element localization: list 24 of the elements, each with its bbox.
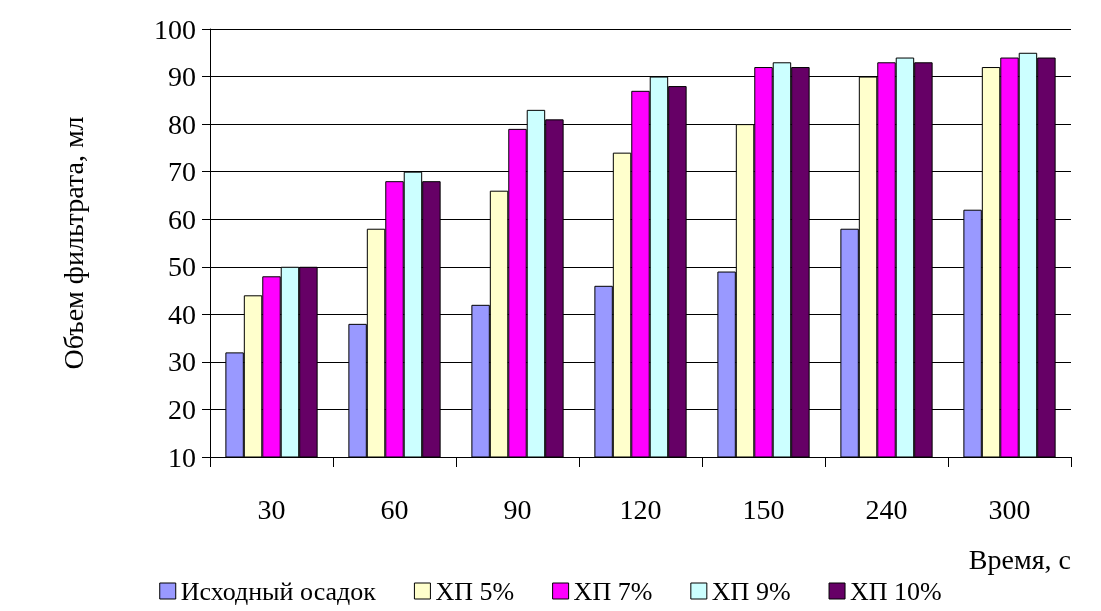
y-tick-label: 80: [168, 108, 196, 140]
y-tick-label: 20: [168, 393, 196, 425]
y-tick-label: 10: [168, 441, 196, 473]
x-tick-label: 30: [257, 493, 286, 525]
y-tick-label: 50: [168, 251, 196, 283]
legend-label: Исходный осадок: [180, 576, 377, 606]
legend-label: ХП 9%: [711, 576, 791, 606]
y-axis-title: Объем фильтрата, мл: [57, 116, 89, 370]
x-axis-title: Время, с: [968, 543, 1071, 575]
legend-label: ХП 5%: [435, 576, 515, 606]
y-tick-label: 30: [168, 346, 196, 378]
legend-label: ХП 7%: [573, 576, 653, 606]
x-tick-label: 150: [742, 493, 785, 525]
y-tick-label: 40: [168, 298, 196, 330]
y-tick-label: 90: [168, 61, 196, 93]
y-tick-label: 70: [168, 156, 196, 188]
x-tick-label: 300: [988, 493, 1031, 525]
y-tick-label: 60: [168, 203, 196, 235]
x-tick-label: 240: [865, 493, 908, 525]
legend-label: ХП 10%: [850, 576, 942, 606]
y-tick-label: 100: [154, 13, 196, 45]
x-tick-label: 90: [503, 493, 532, 525]
x-tick-label: 120: [619, 493, 662, 525]
x-tick-label: 60: [380, 493, 409, 525]
